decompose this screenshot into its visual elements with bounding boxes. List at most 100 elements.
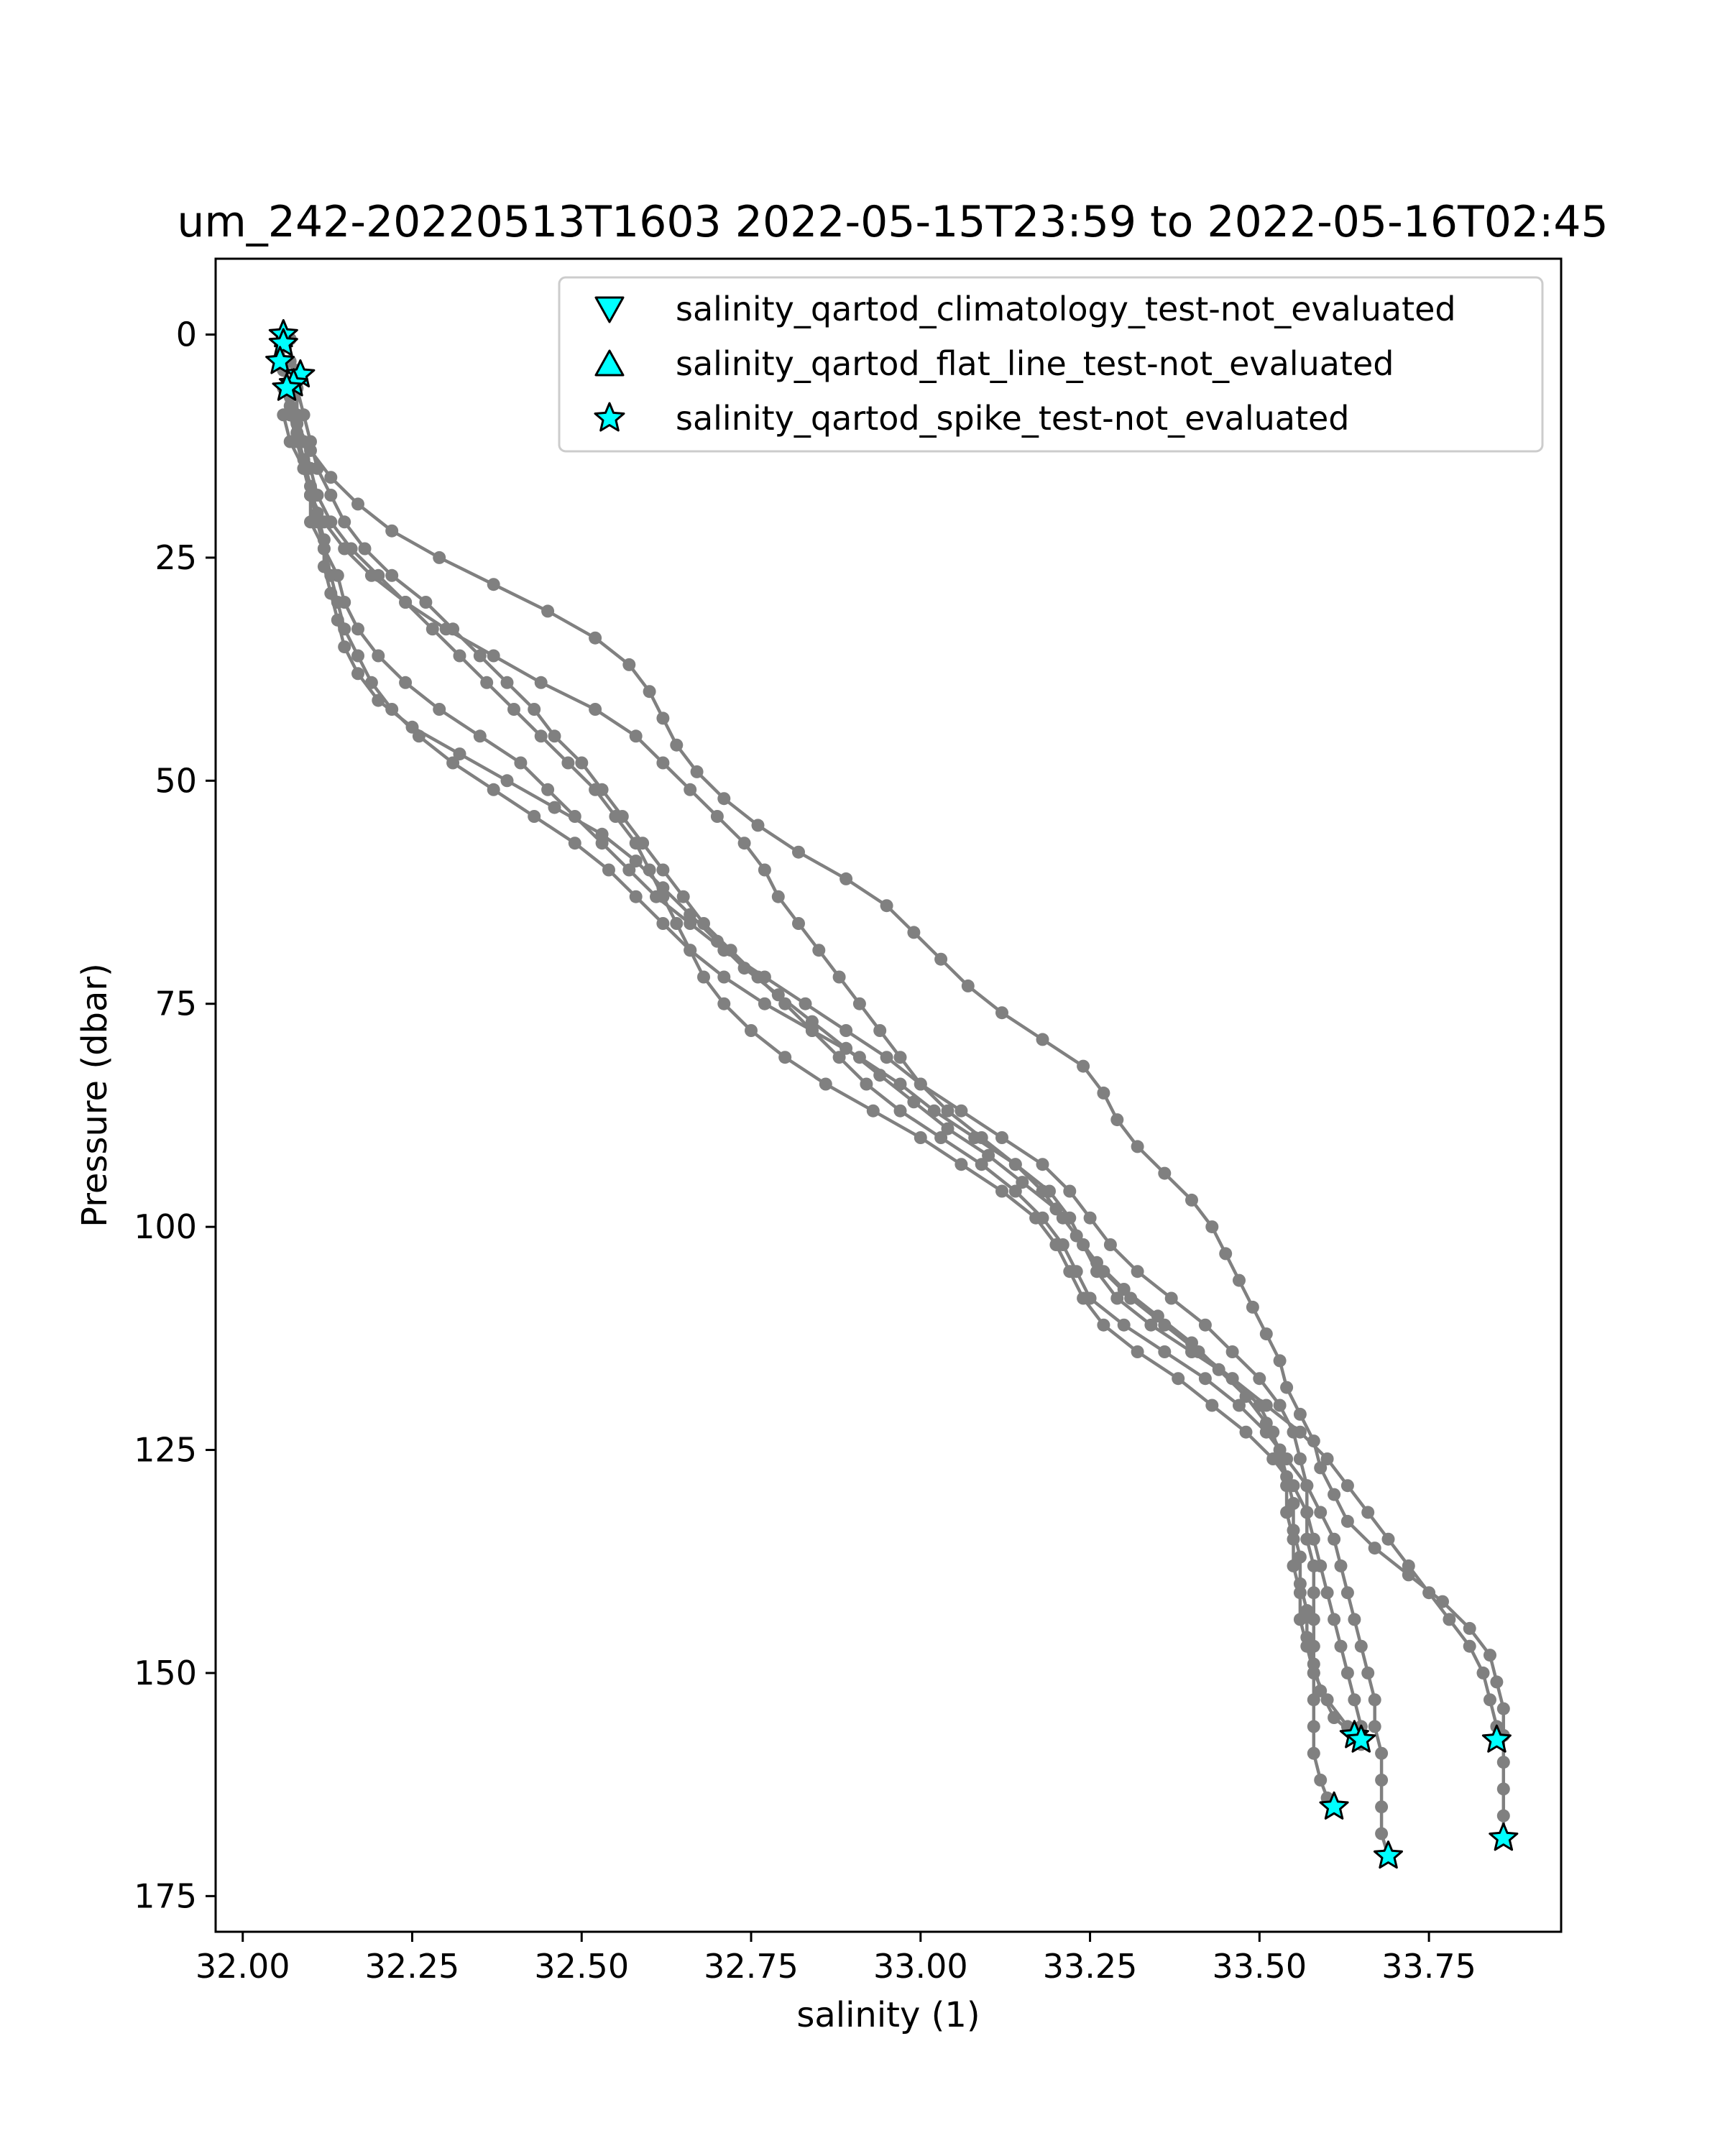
- data-point: [351, 622, 364, 636]
- data-point: [954, 1104, 968, 1118]
- data-point: [1097, 1318, 1110, 1332]
- data-point: [364, 568, 378, 582]
- data-point: [968, 1131, 982, 1144]
- data-point: [934, 952, 948, 966]
- data-point: [676, 890, 690, 903]
- data-point: [758, 863, 771, 877]
- data-point: [1293, 1452, 1307, 1465]
- data-point: [1340, 1479, 1354, 1493]
- data-point: [995, 1184, 1008, 1198]
- data-point: [433, 550, 446, 564]
- profile-series-3: [290, 364, 1395, 1863]
- data-point: [684, 944, 697, 957]
- data-point: [324, 568, 338, 582]
- data-point: [1354, 1639, 1368, 1653]
- data-point: [487, 783, 500, 796]
- data-point: [1368, 1542, 1381, 1555]
- data-point: [1225, 1345, 1239, 1358]
- data-point: [1198, 1372, 1212, 1386]
- data-point: [473, 729, 487, 743]
- data-point: [1233, 1273, 1246, 1287]
- data-point: [473, 649, 487, 663]
- data-point: [622, 658, 636, 671]
- data-point: [907, 926, 921, 939]
- y-tick-label: 125: [134, 1431, 197, 1470]
- data-point: [1083, 1291, 1097, 1305]
- profile-series-6: [283, 399, 1361, 1742]
- data-point: [1340, 1586, 1354, 1600]
- data-point: [1381, 1532, 1395, 1546]
- data-point: [1496, 1809, 1510, 1823]
- data-point: [1328, 1613, 1341, 1626]
- data-point: [1077, 1059, 1090, 1073]
- data-point: [1287, 1559, 1300, 1572]
- data-point: [1117, 1318, 1131, 1332]
- data-point: [1036, 1158, 1049, 1171]
- x-tick-label: 33.50: [1212, 1947, 1307, 1986]
- data-point: [439, 622, 453, 636]
- data-point: [615, 810, 629, 823]
- data-point: [399, 596, 413, 609]
- data-point: [1476, 1666, 1490, 1680]
- data-point: [1320, 1586, 1334, 1600]
- data-point: [1056, 1238, 1070, 1251]
- data-point: [1334, 1639, 1348, 1653]
- data-point: [1314, 1506, 1328, 1519]
- data-point: [331, 596, 344, 609]
- data-point: [1484, 1693, 1496, 1707]
- data-point: [1239, 1425, 1253, 1439]
- y-axis-label: Pressure (dbar): [75, 963, 115, 1227]
- data-point: [1151, 1309, 1164, 1323]
- data-point: [317, 542, 331, 556]
- data-point: [399, 676, 413, 689]
- data-point: [1314, 1559, 1328, 1572]
- data-point: [982, 1148, 995, 1162]
- data-point: [656, 917, 670, 930]
- data-point: [1334, 1559, 1348, 1572]
- data-point: [1496, 1782, 1510, 1796]
- series-layer: [277, 332, 1510, 1863]
- chart-title: um_242-20220513T1603 2022-05-15T23:59 to…: [177, 197, 1608, 247]
- y-tick-label: 100: [134, 1207, 197, 1246]
- data-point: [1307, 1613, 1320, 1626]
- data-point: [941, 1122, 954, 1135]
- legend-item: salinity_qartod_climatology_test-not_eva…: [594, 290, 1456, 328]
- data-point: [290, 426, 304, 440]
- star-marker-icon: [594, 402, 625, 432]
- data-point: [1205, 1220, 1219, 1234]
- data-point: [934, 1131, 948, 1144]
- data-point: [1375, 1746, 1389, 1760]
- data-point: [636, 837, 650, 850]
- plot-frame: [214, 257, 1563, 1933]
- data-point: [1320, 1452, 1334, 1465]
- data-point: [684, 783, 697, 796]
- data-point: [446, 756, 460, 770]
- spike-test-star-marker: [272, 372, 302, 401]
- legend-box: [558, 276, 1544, 453]
- data-point: [954, 1158, 968, 1171]
- data-point: [1320, 1693, 1334, 1707]
- data-point: [1375, 1827, 1389, 1841]
- data-point: [860, 1077, 873, 1091]
- data-point: [832, 970, 846, 984]
- data-point: [832, 1051, 846, 1064]
- data-point: [453, 747, 466, 761]
- data-point: [1368, 1720, 1381, 1733]
- y-axis-ticks: 0 25 50 75 100 125 150 175: [134, 315, 216, 1915]
- data-point: [1361, 1666, 1375, 1680]
- data-point: [1043, 1184, 1056, 1198]
- data-point: [1097, 1086, 1110, 1100]
- data-point: [1131, 1265, 1144, 1279]
- data-point: [548, 729, 561, 743]
- data-point: [1463, 1621, 1476, 1635]
- data-point: [1266, 1425, 1280, 1439]
- data-point: [385, 524, 399, 538]
- data-point: [1103, 1238, 1117, 1251]
- data-point: [710, 934, 724, 948]
- data-point: [528, 810, 541, 823]
- data-point: [717, 970, 731, 984]
- data-point: [1348, 1613, 1361, 1626]
- data-point: [1273, 1354, 1287, 1368]
- data-point: [1287, 1497, 1300, 1510]
- data-point: [893, 1077, 907, 1091]
